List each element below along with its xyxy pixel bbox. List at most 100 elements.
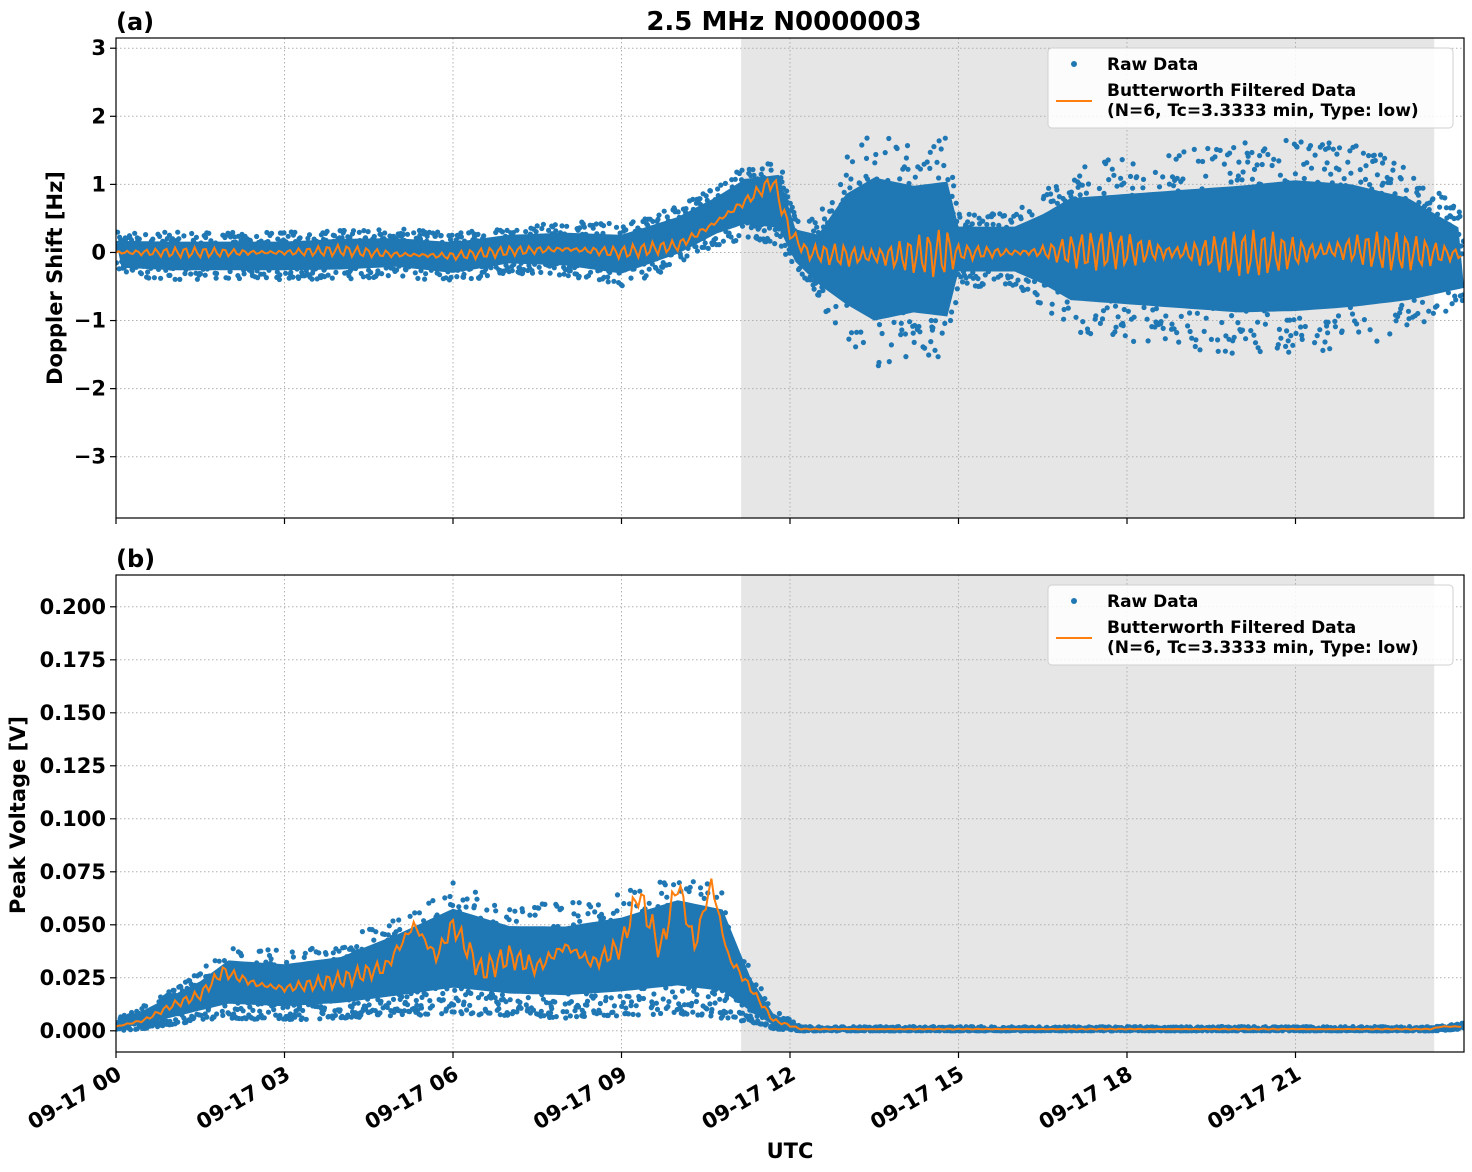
raw-data-point [690,1009,696,1015]
raw-data-point [382,230,388,236]
raw-data-point [628,275,634,281]
raw-data-point [723,1009,729,1016]
raw-data-point [1362,176,1369,182]
raw-data-point [463,904,469,910]
raw-data-point [220,1012,226,1019]
raw-data-point [941,162,947,169]
raw-data-point [366,275,372,281]
raw-data-point [1245,159,1251,165]
raw-data-point [859,142,865,148]
raw-data-point [301,954,307,961]
raw-data-point [942,135,948,141]
raw-data-point [506,917,512,923]
raw-data-point [829,200,835,206]
raw-data-point [728,1009,734,1015]
raw-data-point [784,188,790,194]
raw-data-point [202,272,208,278]
raw-data-point [640,995,647,1002]
raw-data-point [533,229,539,235]
raw-data-point [332,1012,338,1019]
raw-data-point [904,143,911,149]
raw-data-point [739,1010,746,1016]
raw-data-point [1288,333,1294,339]
raw-data-point [166,232,172,238]
raw-data-point [181,233,187,239]
raw-data-point [576,273,582,279]
raw-data-point [397,926,403,933]
raw-data-point [605,279,611,285]
raw-data-point [1283,343,1289,349]
raw-data-point [814,224,820,230]
raw-data-point [284,959,290,965]
raw-data-point [404,1002,411,1008]
raw-data-point [355,1000,361,1006]
raw-data-point [379,271,385,277]
raw-data-point [150,236,156,242]
raw-data-point [221,958,227,964]
raw-data-point [297,235,303,241]
raw-data-point [795,218,801,224]
raw-data-point [1399,302,1405,308]
raw-data-point [1046,185,1052,191]
raw-data-point [954,286,960,292]
y-tick-label: −2 [74,377,106,401]
raw-data-point [1061,306,1067,313]
raw-data-point [564,223,570,229]
raw-data-point [588,904,594,910]
raw-data-point [197,971,204,977]
raw-data-point [1449,301,1455,307]
raw-data-point [1160,325,1166,331]
raw-data-point [475,231,481,237]
raw-data-point [567,268,573,274]
raw-data-point [563,1015,569,1021]
raw-data-point [348,276,354,282]
y-tick-label: 1 [91,172,106,196]
raw-data-point [902,331,909,337]
raw-data-point [288,269,294,275]
raw-data-point [558,905,565,912]
raw-data-point [518,1005,524,1011]
raw-data-point [1050,198,1056,204]
raw-data-point [460,897,466,903]
raw-data-point [412,270,418,276]
raw-data-point [1227,170,1233,176]
raw-data-point [623,1005,629,1011]
raw-data-point [554,903,560,909]
raw-data-point [1025,278,1031,284]
raw-data-point [1290,342,1296,348]
raw-data-point [468,990,474,997]
raw-data-point [447,893,453,900]
raw-data-point [1437,204,1443,210]
raw-data-point [811,228,817,234]
legend-raw-label: Raw Data [1107,55,1198,75]
raw-data-point [450,902,456,909]
raw-data-point [653,1000,660,1006]
raw-data-point [390,918,396,924]
raw-data-point [1293,330,1299,336]
raw-data-point [750,167,756,173]
raw-data-point [371,937,377,943]
raw-data-point [415,275,421,281]
raw-data-point [289,949,295,955]
raw-data-point [1421,319,1427,325]
raw-data-point [414,1002,420,1008]
raw-data-point [966,211,972,217]
raw-data-point [1131,314,1137,320]
raw-data-point [1029,212,1035,218]
raw-data-point [1223,333,1229,339]
raw-data-point [1320,347,1326,353]
raw-data-point [1002,281,1009,287]
raw-data-point [603,994,609,1001]
raw-data-point [1262,321,1268,327]
raw-data-point [935,354,941,360]
raw-data-point [1286,349,1292,355]
raw-data-point [608,995,614,1001]
raw-data-point [1078,329,1084,335]
raw-data-point [464,896,470,902]
raw-data-point [996,222,1002,228]
raw-data-point [1197,347,1203,353]
raw-data-point [661,208,667,214]
raw-data-point [681,1002,688,1008]
raw-data-point [373,929,379,935]
y-tick-label: 2 [91,104,106,128]
